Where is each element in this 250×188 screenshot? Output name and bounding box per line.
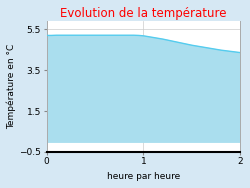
Title: Evolution de la température: Evolution de la température <box>60 7 227 20</box>
Y-axis label: Température en °C: Température en °C <box>7 44 16 129</box>
X-axis label: heure par heure: heure par heure <box>107 172 180 181</box>
